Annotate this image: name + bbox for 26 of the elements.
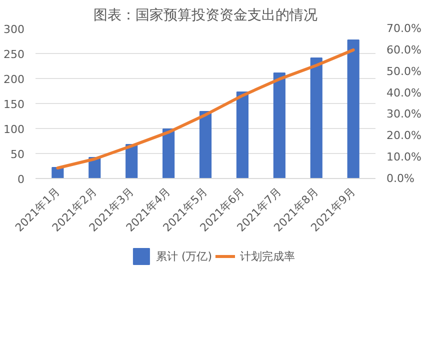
- y-tick-label: 100: [4, 123, 25, 136]
- y2-tick-label: 70.0%: [386, 22, 422, 35]
- y-tick-label: 250: [4, 48, 25, 61]
- y-tick-label: 0: [18, 173, 24, 186]
- legend-label: 计划完成率: [240, 248, 296, 264]
- y-tick-label: 150: [4, 98, 25, 111]
- bar: [347, 40, 360, 178]
- y-tick-label: 300: [4, 23, 25, 36]
- bar: [236, 92, 248, 178]
- bar: [273, 72, 286, 178]
- y-tick-label: 50: [10, 148, 25, 161]
- bar: [199, 111, 212, 178]
- y2-tick-label: 0.0%: [386, 172, 414, 185]
- y2-tick-label: 40.0%: [386, 86, 422, 100]
- y2-tick-label: 20.0%: [386, 129, 422, 142]
- bar: [162, 128, 175, 178]
- bar: [126, 144, 138, 178]
- bar: [310, 58, 322, 178]
- legend-label: 累计 (万亿): [156, 248, 212, 264]
- y-tick-label: 200: [4, 73, 25, 86]
- y2-tick-label: 50.0%: [386, 64, 422, 78]
- line-series: [56, 48, 355, 170]
- chart-title: 图表：国家预算投资资金支出的情况: [94, 8, 318, 24]
- y2-tick-label: 30.0%: [386, 108, 422, 121]
- y2-tick-label: 10.0%: [386, 150, 422, 164]
- y2-tick-label: 60.0%: [386, 43, 422, 56]
